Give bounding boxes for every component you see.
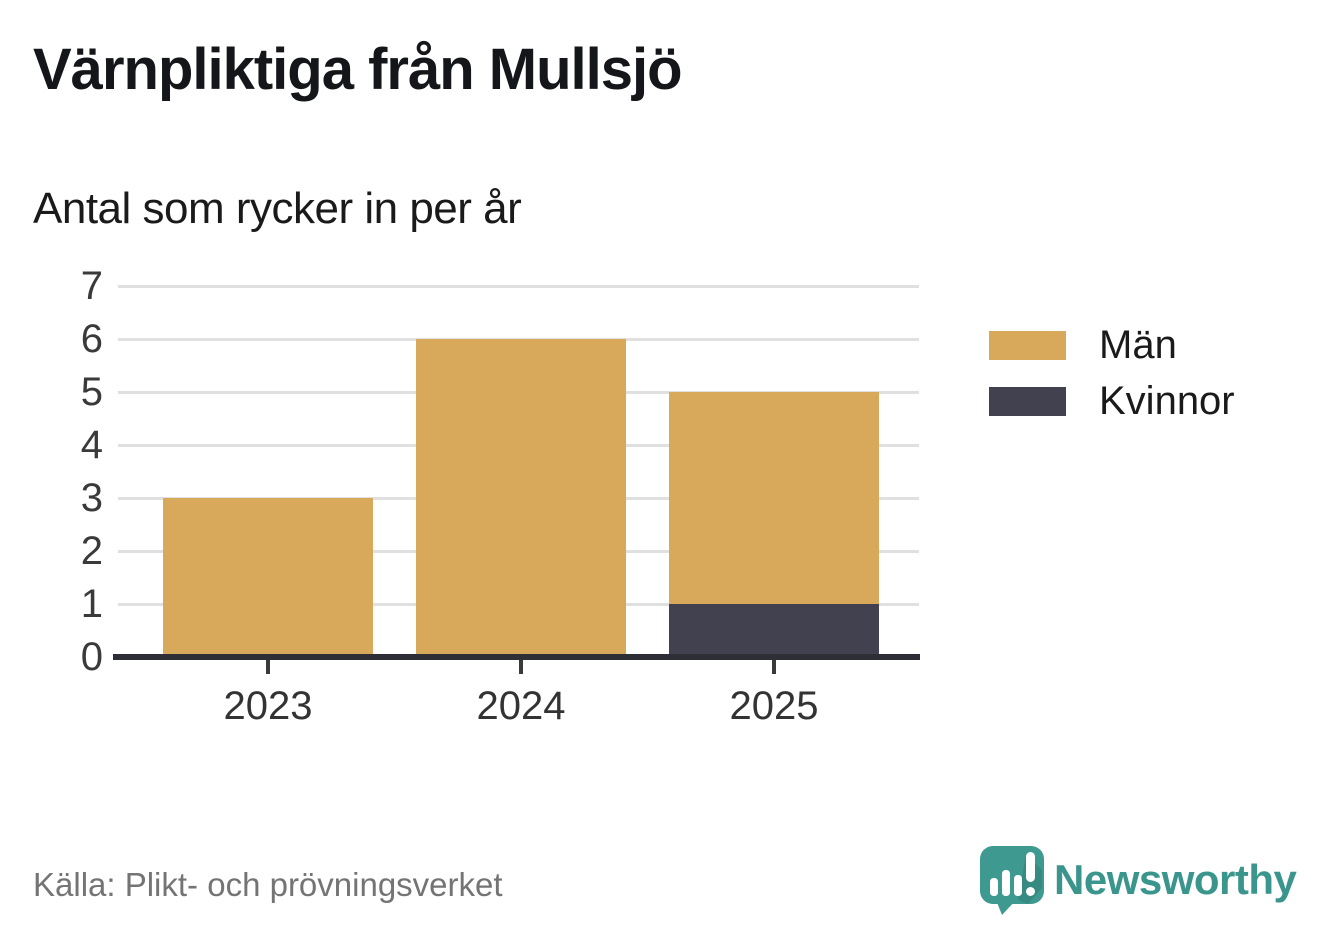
legend-item-kvinnor: Kvinnor bbox=[989, 378, 1235, 424]
y-axis-label: 0 bbox=[80, 635, 103, 679]
y-axis-label: 6 bbox=[80, 317, 103, 361]
legend-item-män: Män bbox=[989, 322, 1235, 368]
y-axis-label: 2 bbox=[80, 529, 103, 573]
gridline-y7 bbox=[118, 285, 919, 288]
x-axis-tick bbox=[772, 660, 776, 674]
x-axis-label: 2024 bbox=[476, 684, 566, 728]
y-axis-label: 5 bbox=[80, 370, 103, 414]
legend-label: Män bbox=[1099, 322, 1177, 367]
bar-män-2024 bbox=[416, 339, 626, 657]
bar-män-2025 bbox=[669, 392, 879, 604]
x-axis-line bbox=[113, 654, 920, 660]
y-axis-label: 4 bbox=[80, 423, 103, 467]
x-axis-label: 2025 bbox=[729, 684, 819, 728]
source-note: Källa: Plikt- och prövningsverket bbox=[33, 866, 503, 903]
y-axis-label: 3 bbox=[80, 476, 103, 520]
legend-label: Kvinnor bbox=[1099, 378, 1235, 423]
legend: Män Kvinnor bbox=[989, 322, 1235, 434]
bar-kvinnor-2025 bbox=[669, 604, 879, 657]
newsworthy-wordmark: Newsworthy bbox=[1054, 856, 1297, 903]
y-axis-label: 1 bbox=[80, 582, 103, 626]
chart-title: Värnpliktiga från Mullsjö bbox=[33, 37, 683, 102]
legend-swatch bbox=[989, 330, 1066, 360]
bar-män-2023 bbox=[163, 498, 373, 657]
newsworthy-logo-icon bbox=[980, 846, 1044, 915]
x-axis-label: 2023 bbox=[223, 684, 313, 728]
legend-swatch bbox=[989, 386, 1066, 416]
x-axis-tick bbox=[266, 660, 270, 674]
chart-subtitle: Antal som rycker in per år bbox=[33, 184, 522, 233]
y-axis-label: 7 bbox=[80, 264, 103, 308]
x-axis-tick bbox=[519, 660, 523, 674]
newsworthy-brand-link[interactable]: Newsworthy bbox=[978, 844, 1297, 916]
